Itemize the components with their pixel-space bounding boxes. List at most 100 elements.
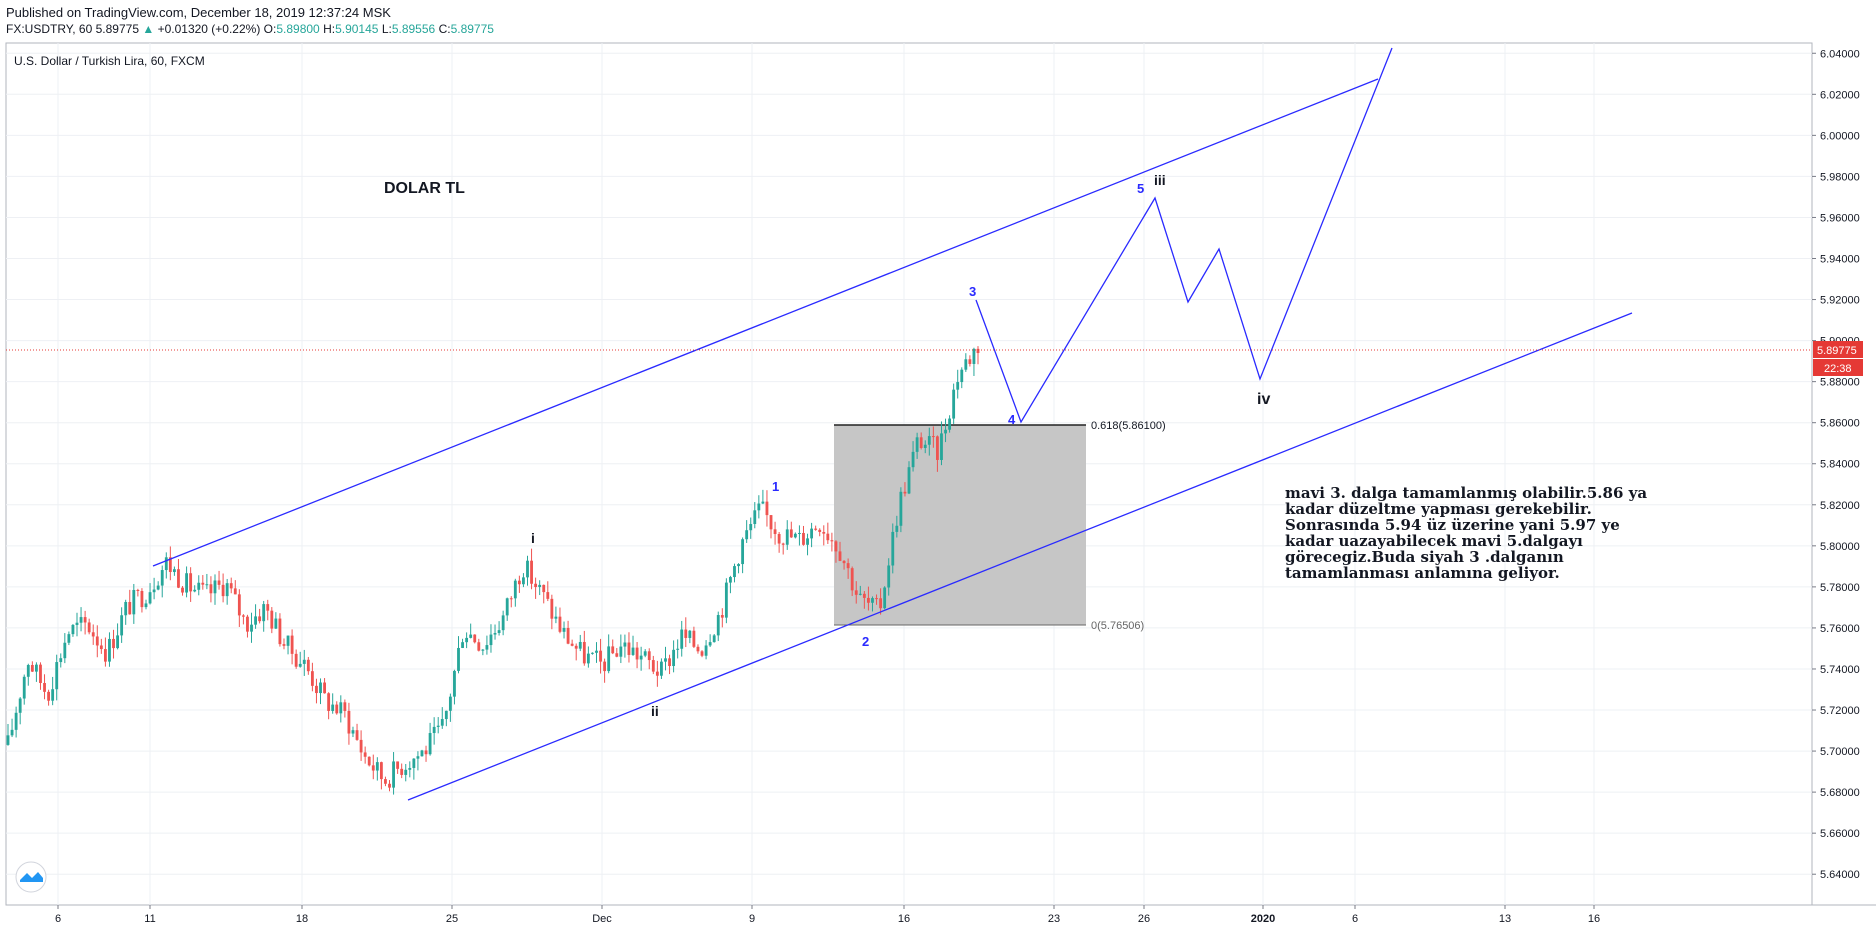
candle-up bbox=[286, 635, 290, 646]
price-tick-label: 5.96000 bbox=[1820, 212, 1860, 224]
candle-down bbox=[615, 653, 619, 657]
candle-up bbox=[785, 529, 789, 545]
candle-up bbox=[412, 758, 416, 768]
candle-up bbox=[952, 389, 956, 419]
candle-down bbox=[95, 636, 99, 646]
candle-up bbox=[871, 598, 874, 603]
price-tick-label: 5.86000 bbox=[1820, 418, 1860, 430]
candle-up bbox=[197, 582, 201, 590]
price-tick-label: 5.64000 bbox=[1820, 869, 1860, 881]
candle-down bbox=[830, 540, 834, 542]
candle-up bbox=[6, 735, 10, 745]
candle-up bbox=[643, 651, 647, 656]
candle-up bbox=[497, 630, 501, 634]
candle-down bbox=[826, 533, 830, 541]
wave-label-iii[interactable]: iii bbox=[1154, 172, 1166, 188]
candle-down bbox=[306, 659, 310, 672]
up-arrow-icon: ▲ bbox=[142, 22, 155, 36]
candle-down bbox=[396, 761, 400, 769]
candle-down bbox=[347, 710, 351, 734]
candle-up bbox=[160, 570, 164, 586]
current-price-text: 5.89775 bbox=[1817, 345, 1857, 357]
candles bbox=[6, 346, 980, 795]
wave-label-4[interactable]: 4 bbox=[1008, 412, 1016, 427]
wave-projection-path[interactable] bbox=[975, 47, 1393, 424]
candle-down bbox=[237, 594, 241, 616]
candle-up bbox=[298, 663, 302, 667]
price-tick-label: 5.68000 bbox=[1820, 787, 1860, 799]
published-info: Published on TradingView.com, December 1… bbox=[6, 5, 391, 20]
candle-down bbox=[310, 671, 314, 686]
candle-up bbox=[461, 642, 464, 648]
candle-down bbox=[611, 646, 615, 654]
candle-down bbox=[323, 682, 326, 694]
candle-up bbox=[351, 730, 355, 734]
candle-up bbox=[59, 658, 63, 663]
candle-down bbox=[976, 348, 980, 354]
candle-down bbox=[875, 598, 878, 600]
candle-down bbox=[834, 541, 838, 552]
wave-label-2[interactable]: 2 bbox=[862, 634, 869, 649]
time-tick-label: 26 bbox=[1138, 913, 1150, 925]
wave-label-i[interactable]: i bbox=[531, 530, 535, 546]
candle-down bbox=[789, 529, 793, 538]
candle-down bbox=[177, 569, 180, 588]
price-tick-label: 5.80000 bbox=[1820, 541, 1860, 553]
candle-down bbox=[879, 598, 883, 609]
candle-up bbox=[513, 580, 517, 599]
high-label: H: bbox=[323, 22, 336, 36]
price-tick-label: 6.04000 bbox=[1820, 48, 1860, 60]
price-tick-label: 5.76000 bbox=[1820, 623, 1860, 635]
candle-down bbox=[534, 583, 538, 588]
candle-down bbox=[379, 762, 383, 780]
tradingview-logo[interactable] bbox=[15, 861, 47, 893]
candle-up bbox=[883, 587, 887, 609]
time-tick-label: Dec bbox=[592, 913, 612, 925]
candle-down bbox=[765, 501, 769, 516]
candle-down bbox=[388, 783, 391, 788]
commentary-line-2: kadar düzeltme yapması gerekebilir. bbox=[1285, 500, 1592, 518]
candle-up bbox=[132, 589, 136, 615]
candle-up bbox=[428, 733, 432, 755]
chart-note-title[interactable]: DOLAR TL bbox=[384, 180, 465, 197]
commentary-block[interactable]: mavi 3. dalga tamamlanmış olabilir.5.86 … bbox=[1285, 484, 1647, 582]
wave-label-1[interactable]: 1 bbox=[772, 479, 779, 494]
wave-label-3[interactable]: 3 bbox=[969, 284, 976, 299]
time-axis[interactable]: 6 11 18 25 Dec 9 16 23 26 2020 6 13 16 bbox=[55, 905, 1600, 925]
candle-down bbox=[140, 590, 144, 608]
candle-down bbox=[655, 671, 659, 676]
fib-box[interactable] bbox=[834, 425, 1086, 625]
candle-down bbox=[668, 658, 671, 667]
candle-down bbox=[246, 616, 249, 632]
commentary-line-1: mavi 3. dalga tamamlanmış olabilir.5.86 … bbox=[1285, 484, 1647, 502]
candle-up bbox=[493, 633, 497, 635]
candle-up bbox=[485, 645, 489, 650]
time-tick-label: 23 bbox=[1048, 913, 1060, 925]
candle-up bbox=[489, 634, 493, 646]
candle-down bbox=[546, 592, 550, 599]
candle-down bbox=[558, 616, 562, 632]
time-tick-label: 25 bbox=[446, 913, 458, 925]
candle-down bbox=[842, 560, 846, 564]
candle-up bbox=[964, 359, 968, 370]
candle-up bbox=[554, 616, 558, 619]
wave-label-iv[interactable]: iv bbox=[1257, 391, 1270, 408]
candle-up bbox=[18, 698, 22, 713]
candle-up bbox=[156, 585, 160, 590]
candle-down bbox=[822, 531, 826, 534]
candle-up bbox=[51, 689, 55, 701]
wave-label-ii[interactable]: ii bbox=[651, 703, 659, 719]
candle-up bbox=[205, 584, 209, 586]
candle-up bbox=[749, 524, 753, 531]
channel-upper-line[interactable] bbox=[152, 78, 1379, 567]
price-axis[interactable]: 6.04000 6.02000 6.00000 5.98000 5.96000 5.940… bbox=[1812, 48, 1860, 881]
channel-lower-line[interactable] bbox=[407, 312, 1633, 801]
candle-up bbox=[55, 662, 59, 690]
wave-label-5[interactable]: 5 bbox=[1137, 181, 1144, 196]
candle-up bbox=[262, 604, 266, 622]
candle-down bbox=[566, 627, 570, 644]
candle-down bbox=[635, 647, 639, 660]
candle-down bbox=[128, 601, 132, 615]
candle-down bbox=[168, 557, 172, 573]
